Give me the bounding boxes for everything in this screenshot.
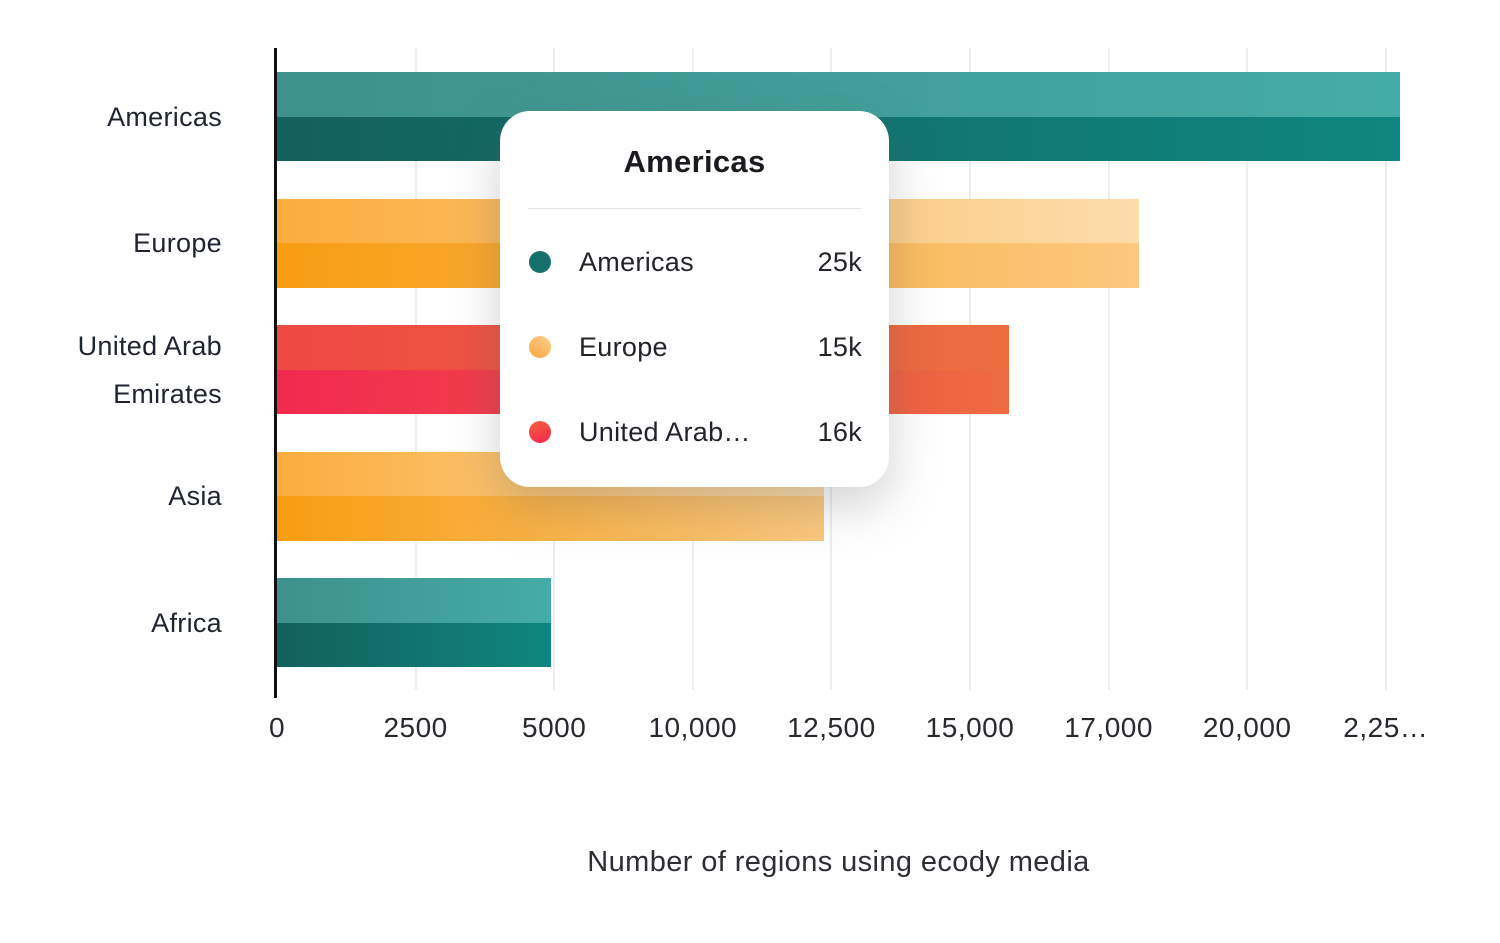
category-label-europe: Europe (0, 219, 222, 267)
x-tick-label: 5000 (522, 712, 587, 743)
category-label-line: Europe (133, 228, 222, 258)
tooltip-row-value: 25k (817, 246, 862, 277)
x-tick-label: 0 (268, 712, 286, 743)
category-label-africa: Africa (0, 599, 222, 647)
gridline (1246, 48, 1249, 690)
bar-segment (277, 496, 824, 541)
x-tick-label: 10,000 (648, 712, 738, 743)
tooltip-row-europe: Europe 15k (500, 314, 889, 380)
tooltip-row-label: Americas (579, 246, 694, 277)
tooltip-row-americas: Americas 25k (500, 229, 889, 295)
x-axis-title: Number of regions using ecody media (587, 846, 1090, 878)
bar-segment (277, 72, 1400, 117)
bar-africa[interactable] (277, 578, 551, 667)
category-label-line: United Arab (77, 330, 222, 361)
series-dot-icon (529, 421, 551, 443)
tooltip-row-value: 15k (817, 331, 862, 362)
x-tick-label: 12,500 (787, 712, 876, 743)
tooltip-divider (528, 208, 861, 209)
x-tick-label: 17,000 (1064, 712, 1153, 743)
category-label-asia: Asia (0, 472, 222, 520)
bar-segment (277, 578, 551, 623)
series-dot-icon (529, 251, 551, 273)
x-tick-label: 2,25… (1343, 712, 1429, 743)
x-tick-label: 20,000 (1202, 712, 1292, 743)
category-label-line: Emirates (113, 378, 222, 409)
category-label-united-arab-emirates: United Arab Emirates (0, 322, 222, 418)
gridline (1384, 48, 1387, 690)
tooltip-title: Americas (623, 144, 766, 179)
x-tick-label: 2500 (383, 712, 448, 743)
bar-segment (277, 622, 551, 667)
gridline (1107, 48, 1110, 690)
bar-americas[interactable] (277, 72, 1400, 161)
x-tick-label: 15,000 (925, 712, 1015, 743)
category-label-line: Asia (168, 481, 222, 511)
tooltip-rows: Americas 25k Europe 15k United Arab… 16k (500, 229, 889, 484)
series-dot-icon (529, 336, 551, 358)
tooltip-row-value: 16k (817, 416, 862, 447)
category-label-americas: Americas (0, 93, 222, 141)
tooltip-row-united-arab: United Arab… 16k (500, 399, 889, 465)
tooltip-row-label: United Arab… (579, 416, 751, 447)
category-label-line: Africa (151, 607, 222, 638)
y-axis-line (274, 48, 277, 698)
category-label-line: Americas (107, 101, 222, 132)
tooltip-row-label: Europe (579, 331, 668, 362)
tooltip: Americas Americas 25k Europe 15k United Arab… (500, 111, 889, 487)
